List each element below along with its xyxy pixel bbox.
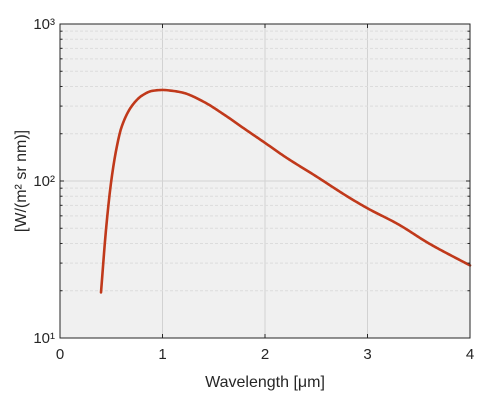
y-axis-label: [W/(m² sr nm)]: [13, 130, 30, 232]
x-tick-label: 0: [56, 346, 64, 363]
y-tick-label: 10³: [33, 16, 55, 33]
x-tick-label: 4: [466, 346, 474, 363]
x-axis-label: Wavelength [μm]: [205, 374, 325, 391]
x-tick-label: 2: [261, 346, 269, 363]
y-tick-label: 10²: [33, 173, 55, 190]
series-layer: [99, 88, 472, 294]
axes: 0 1 2 3 4 10¹ 10² 10³: [33, 16, 474, 363]
x-tick-label: 1: [158, 346, 166, 363]
grid: [60, 24, 470, 338]
x-tick-label: 3: [363, 346, 371, 363]
y-tick-label: 10¹: [33, 330, 55, 347]
series-line: [99, 88, 472, 294]
